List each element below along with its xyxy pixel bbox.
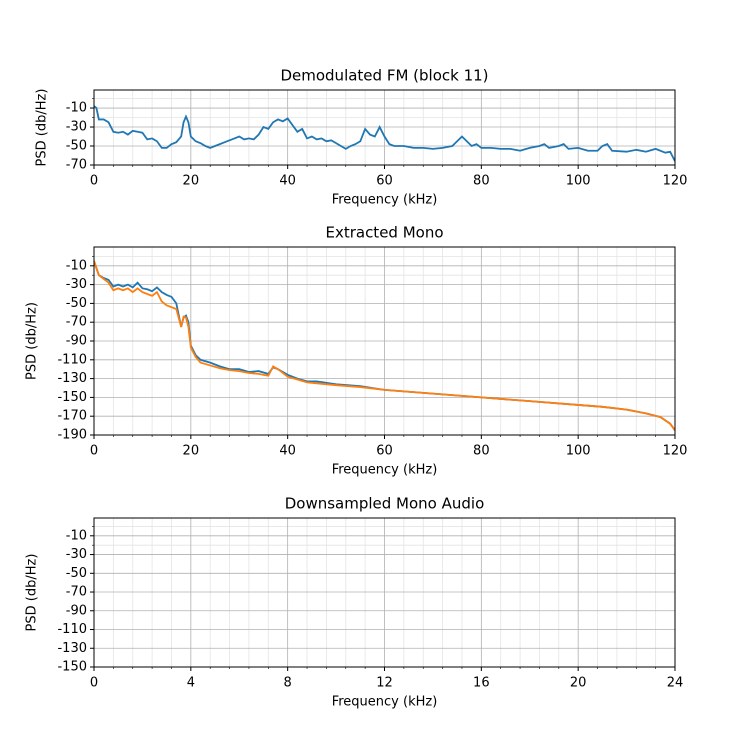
- x-tick-label: 20: [183, 444, 200, 459]
- y-tick-label: -70: [66, 585, 87, 600]
- y-tick-label: -130: [57, 641, 87, 656]
- x-tick-label: 24: [667, 676, 684, 691]
- y-tick-label: -50: [66, 296, 87, 311]
- axes-frame: [93, 517, 676, 668]
- x-tick-label: 100: [566, 444, 591, 459]
- x-tick-label: 60: [376, 174, 393, 189]
- y-tick-label: -190: [57, 428, 87, 443]
- y-tick-label: -110: [57, 622, 87, 637]
- x-tick-label: 60: [376, 444, 393, 459]
- x-tick-label: 40: [279, 444, 296, 459]
- x-tick-label: 40: [279, 174, 296, 189]
- y-tick-label: -10: [66, 528, 87, 543]
- y-axis-label: PSD (db/Hz): [35, 89, 50, 167]
- y-tick-label: -30: [66, 277, 87, 292]
- y-tick-label: -30: [66, 120, 87, 135]
- y-axis-label: PSD (db/Hz): [25, 554, 40, 632]
- x-axis-label: Frequency (kHz): [332, 695, 438, 710]
- y-tick-label: -110: [57, 352, 87, 367]
- y-tick-label: -10: [66, 101, 87, 116]
- x-tick-label: 0: [90, 444, 98, 459]
- y-tick-label: -150: [57, 390, 87, 405]
- y-tick-label: -50: [66, 566, 87, 581]
- y-tick-label: -170: [57, 409, 87, 424]
- x-tick-label: 20: [183, 174, 200, 189]
- y-tick-label: -90: [66, 603, 87, 618]
- y-axis-label: PSD (db/Hz): [25, 302, 40, 380]
- y-tick-label: -50: [66, 139, 87, 154]
- y-tick-label: -130: [57, 371, 87, 386]
- axes-frame: [93, 246, 676, 436]
- x-tick-label: 80: [473, 174, 490, 189]
- y-tick-label: -30: [66, 547, 87, 562]
- series-line: [94, 260, 675, 431]
- x-tick-label: 120: [663, 174, 688, 189]
- x-tick-label: 16: [473, 676, 490, 691]
- x-tick-label: 4: [187, 676, 195, 691]
- x-tick-label: 20: [570, 676, 587, 691]
- chart-title: Downsampled Mono Audio: [285, 495, 485, 513]
- x-axis-label: Frequency (kHz): [332, 193, 438, 208]
- x-tick-label: 0: [90, 676, 98, 691]
- y-tick-label: -10: [66, 258, 87, 273]
- x-tick-label: 0: [90, 174, 98, 189]
- y-tick-label: -70: [66, 315, 87, 330]
- chart-title: Extracted Mono: [325, 224, 443, 242]
- x-tick-label: 100: [566, 174, 591, 189]
- y-tick-label: -150: [57, 660, 87, 675]
- x-axis-label: Frequency (kHz): [332, 463, 438, 478]
- x-tick-label: 12: [376, 676, 393, 691]
- axes-frame: [93, 89, 676, 166]
- y-tick-label: -90: [66, 334, 87, 349]
- series-line: [94, 105, 675, 162]
- y-tick-label: -70: [66, 158, 87, 173]
- x-tick-label: 80: [473, 444, 490, 459]
- x-tick-label: 8: [284, 676, 292, 691]
- chart-title: Demodulated FM (block 11): [280, 67, 488, 85]
- x-tick-label: 120: [663, 444, 688, 459]
